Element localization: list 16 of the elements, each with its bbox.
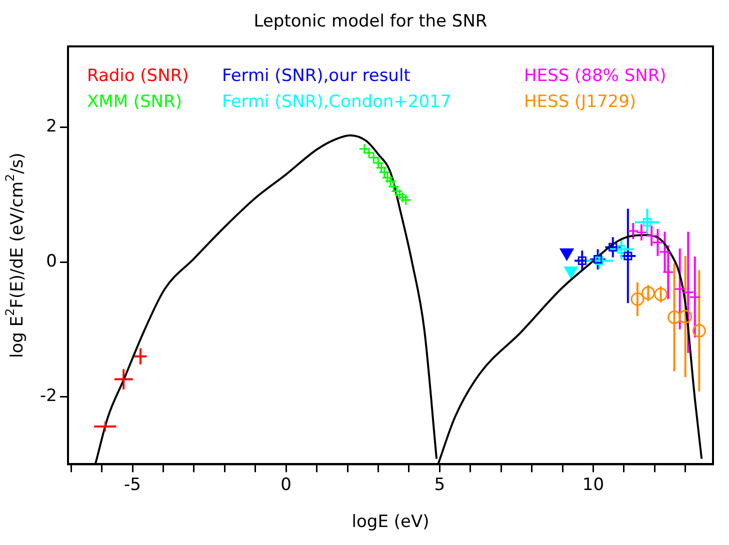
x-tick-label: 5: [434, 474, 446, 495]
x-tick-label: 0: [280, 474, 292, 495]
text: Fermi (SNR),our result: [222, 66, 411, 86]
y-tick-label: 2: [46, 116, 57, 137]
text: Fermi (SNR),Condon+2017: [222, 92, 452, 112]
x-tick-label: -5: [124, 474, 141, 495]
chart-title: Leptonic model for the SNR: [254, 12, 488, 32]
text: XMM (SNR): [87, 92, 182, 112]
y-tick-label: -2: [40, 386, 57, 406]
x-axis-title: logE (eV): [352, 512, 430, 532]
text: HESS (J1729): [524, 92, 636, 112]
y-axis-title: log E2F(E)/dE (eV/cm2/s): [3, 152, 28, 358]
text: Radio (SNR): [87, 66, 189, 86]
text: HESS (88% SNR): [524, 66, 666, 86]
x-tick-label: 10: [582, 474, 604, 495]
y-tick-label: 0: [46, 251, 57, 272]
